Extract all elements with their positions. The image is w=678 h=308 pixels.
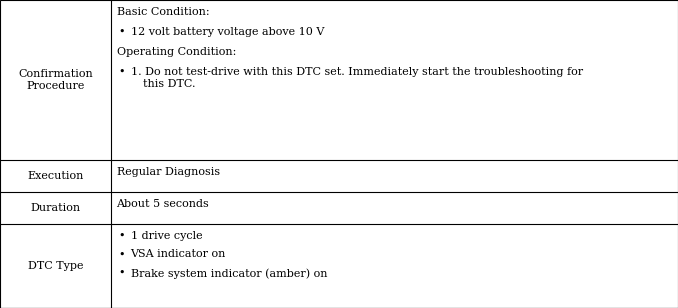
Text: Execution: Execution [27,171,83,181]
Text: 1 drive cycle: 1 drive cycle [130,231,202,241]
Text: Confirmation
Procedure: Confirmation Procedure [18,69,93,91]
Text: Duration: Duration [31,203,80,213]
Text: •: • [119,249,125,259]
Text: •: • [119,27,125,37]
Text: 12 volt battery voltage above 10 V: 12 volt battery voltage above 10 V [130,27,324,37]
Text: Brake system indicator (amber) on: Brake system indicator (amber) on [130,268,327,278]
Text: Regular Diagnosis: Regular Diagnosis [117,167,220,177]
Text: Operating Condition:: Operating Condition: [117,47,236,57]
Text: Basic Condition:: Basic Condition: [117,7,209,17]
Text: VSA indicator on: VSA indicator on [130,249,226,259]
Text: •: • [119,268,125,278]
Text: DTC Type: DTC Type [28,261,83,271]
Text: this DTC.: this DTC. [142,79,195,89]
Text: 1. Do not test-drive with this DTC set. Immediately start the troubleshooting fo: 1. Do not test-drive with this DTC set. … [130,67,582,76]
Text: •: • [119,231,125,241]
Text: About 5 seconds: About 5 seconds [117,199,210,209]
Text: •: • [119,67,125,76]
